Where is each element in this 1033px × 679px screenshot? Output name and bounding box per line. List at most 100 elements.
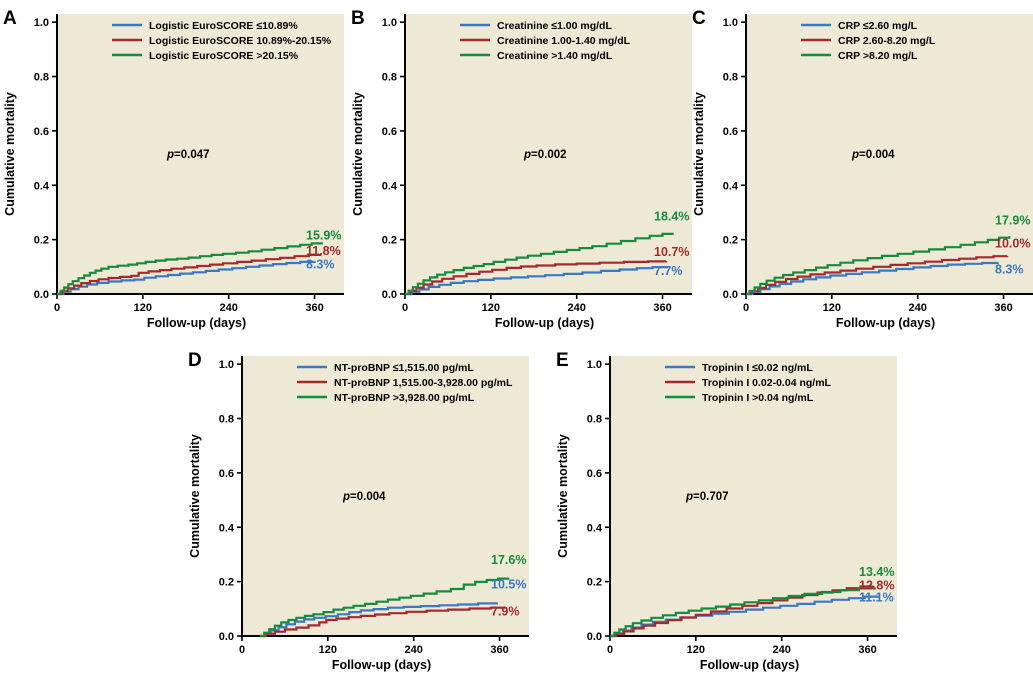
p-value-label: p=0.004	[851, 149, 895, 161]
survival-curve-green	[405, 232, 674, 296]
y-tick-label: 0.4	[723, 180, 739, 192]
panel-letter: E	[556, 350, 569, 371]
end-label-blue: 10.5%	[491, 577, 526, 591]
survival-curve-blue	[259, 602, 498, 638]
y-tick-label: 1.0	[382, 17, 397, 29]
survival-curve-blue	[57, 260, 316, 296]
panel-B: 0.0 0.2 0.4 0.6 0.8 1.0 0 120 240 360 Follow-up (d…	[348, 2, 692, 337]
y-tick-label: 0.2	[723, 235, 738, 247]
end-label-red: 10.0%	[995, 237, 1030, 251]
x-axis-title: Follow-up (days)	[700, 658, 799, 672]
y-axis-title: Cumulative mortality	[692, 92, 706, 216]
x-tick-label: 360	[858, 644, 876, 656]
plot-area	[405, 14, 692, 294]
y-axis-title: Cumulative mortality	[3, 92, 17, 216]
y-axis-title: Cumulative mortality	[188, 434, 202, 558]
legend-label: Creatinine ≤1.00 mg/dL	[497, 20, 612, 32]
panel-C-chart: 0.0 0.2 0.4 0.6 0.8 1.0 0 120 240 360 Follow-up (d…	[692, 8, 1033, 330]
end-label-red: 11.8%	[306, 244, 341, 258]
x-axis-title: Follow-up (days)	[147, 316, 246, 330]
end-label-red: 7.9%	[491, 605, 520, 619]
legend-label: Creatinine >1.40 mg/dL	[497, 50, 613, 62]
panel-letter: C	[692, 8, 706, 29]
y-tick-label: 1.0	[34, 17, 49, 29]
legend-label: Creatinine 1.00-1.40 mg/dL	[497, 35, 631, 47]
survival-curve-red	[259, 606, 507, 638]
y-axis-title: Cumulative mortality	[351, 92, 365, 216]
survival-curve-green	[57, 242, 323, 296]
end-label-blue: 11.1%	[859, 590, 894, 604]
panel-letter: D	[188, 350, 202, 371]
x-tick-label: 120	[482, 302, 500, 314]
x-tick-label: 360	[994, 302, 1012, 314]
p-value-label: p=0.004	[342, 491, 386, 503]
y-tick-label: 0.0	[723, 289, 738, 301]
plot-area	[242, 356, 529, 636]
y-tick-label: 0.6	[34, 126, 49, 138]
survival-curve-green	[746, 236, 1011, 296]
p-value-label: p=0.707	[685, 491, 729, 503]
x-tick-label: 120	[687, 644, 705, 656]
panel-letter: A	[3, 8, 17, 29]
y-tick-label: 0.8	[34, 72, 49, 84]
y-tick-label: 1.0	[587, 359, 602, 371]
x-tick-label: 240	[220, 302, 238, 314]
y-tick-label: 0.2	[34, 235, 49, 247]
legend-label: NT-proBNP 1,515.00-3,928.00 pg/mL	[334, 377, 513, 389]
panel-E-chart: 0.0 0.2 0.4 0.6 0.8 1.0 0 120 240 360 Follow-up (d…	[556, 350, 897, 672]
x-tick-label: 240	[568, 302, 586, 314]
x-axis-title: Follow-up (days)	[495, 316, 594, 330]
end-label-green: 17.6%	[491, 553, 526, 567]
y-tick-label: 0.4	[587, 522, 603, 534]
y-axis-title: Cumulative mortality	[556, 434, 570, 558]
y-tick-label: 0.6	[587, 468, 602, 480]
y-tick-label: 0.8	[382, 72, 397, 84]
x-tick-label: 0	[607, 644, 613, 656]
end-label-red: 12.8%	[859, 579, 894, 593]
y-tick-label: 0.2	[219, 577, 234, 589]
survival-curve-green	[259, 577, 510, 638]
legend-label: Logistic EuroSCORE ≤10.89%	[149, 20, 298, 32]
y-tick-label: 0.2	[382, 235, 397, 247]
x-tick-label: 0	[239, 644, 245, 656]
x-tick-label: 240	[405, 644, 423, 656]
p-value-label: p=0.002	[523, 149, 567, 161]
x-axis-title: Follow-up (days)	[332, 658, 431, 672]
legend-label: CRP >8.20 mg/L	[838, 50, 918, 62]
y-tick-label: 0.6	[382, 126, 397, 138]
p-value-label: p=0.047	[166, 149, 210, 161]
y-tick-label: 0.6	[219, 468, 234, 480]
x-tick-label: 120	[319, 644, 337, 656]
end-label-green: 18.4%	[654, 210, 689, 224]
x-tick-label: 0	[743, 302, 749, 314]
y-tick-label: 0.8	[219, 414, 234, 426]
panel-B-chart: 0.0 0.2 0.4 0.6 0.8 1.0 0 120 240 360 Follow-up (d…	[351, 8, 692, 330]
x-tick-label: 240	[773, 644, 791, 656]
legend-label: Tropinin I ≤0.02 ng/mL	[702, 362, 813, 374]
y-tick-label: 0.2	[587, 577, 602, 589]
legend-label: Logistic EuroSCORE >20.15%	[149, 50, 299, 62]
legend-label: Tropinin I 0.02-0.04 ng/mL	[702, 377, 832, 389]
end-label-green: 17.9%	[995, 214, 1030, 228]
plot-area	[746, 14, 1033, 294]
survival-curve-blue	[405, 266, 668, 296]
survival-curve-green	[610, 587, 876, 638]
panel-E: 0.0 0.2 0.4 0.6 0.8 1.0 0 120 240 360 Follow-up (d…	[553, 344, 901, 679]
y-tick-label: 0.8	[587, 414, 602, 426]
survival-curve-blue	[746, 261, 999, 296]
x-tick-label: 360	[653, 302, 671, 314]
legend-label: NT-proBNP ≤1,515.00 pg/mL	[334, 362, 474, 374]
legend-label: NT-proBNP >3,928.00 pg/mL	[334, 392, 475, 404]
x-tick-label: 240	[909, 302, 927, 314]
legend-label: Tropinin I >0.04 ng/mL	[702, 392, 814, 404]
x-tick-label: 0	[54, 302, 60, 314]
x-tick-label: 360	[305, 302, 323, 314]
panel-letter: B	[351, 8, 365, 29]
end-label-green: 13.4%	[859, 565, 894, 579]
x-axis-title: Follow-up (days)	[836, 316, 935, 330]
panel-C: 0.0 0.2 0.4 0.6 0.8 1.0 0 120 240 360 Follow-up (d…	[689, 2, 1033, 337]
y-tick-label: 0.0	[587, 631, 602, 643]
legend-label: CRP 2.60-8.20 mg/L	[838, 35, 936, 47]
survival-curve-red	[57, 253, 322, 296]
